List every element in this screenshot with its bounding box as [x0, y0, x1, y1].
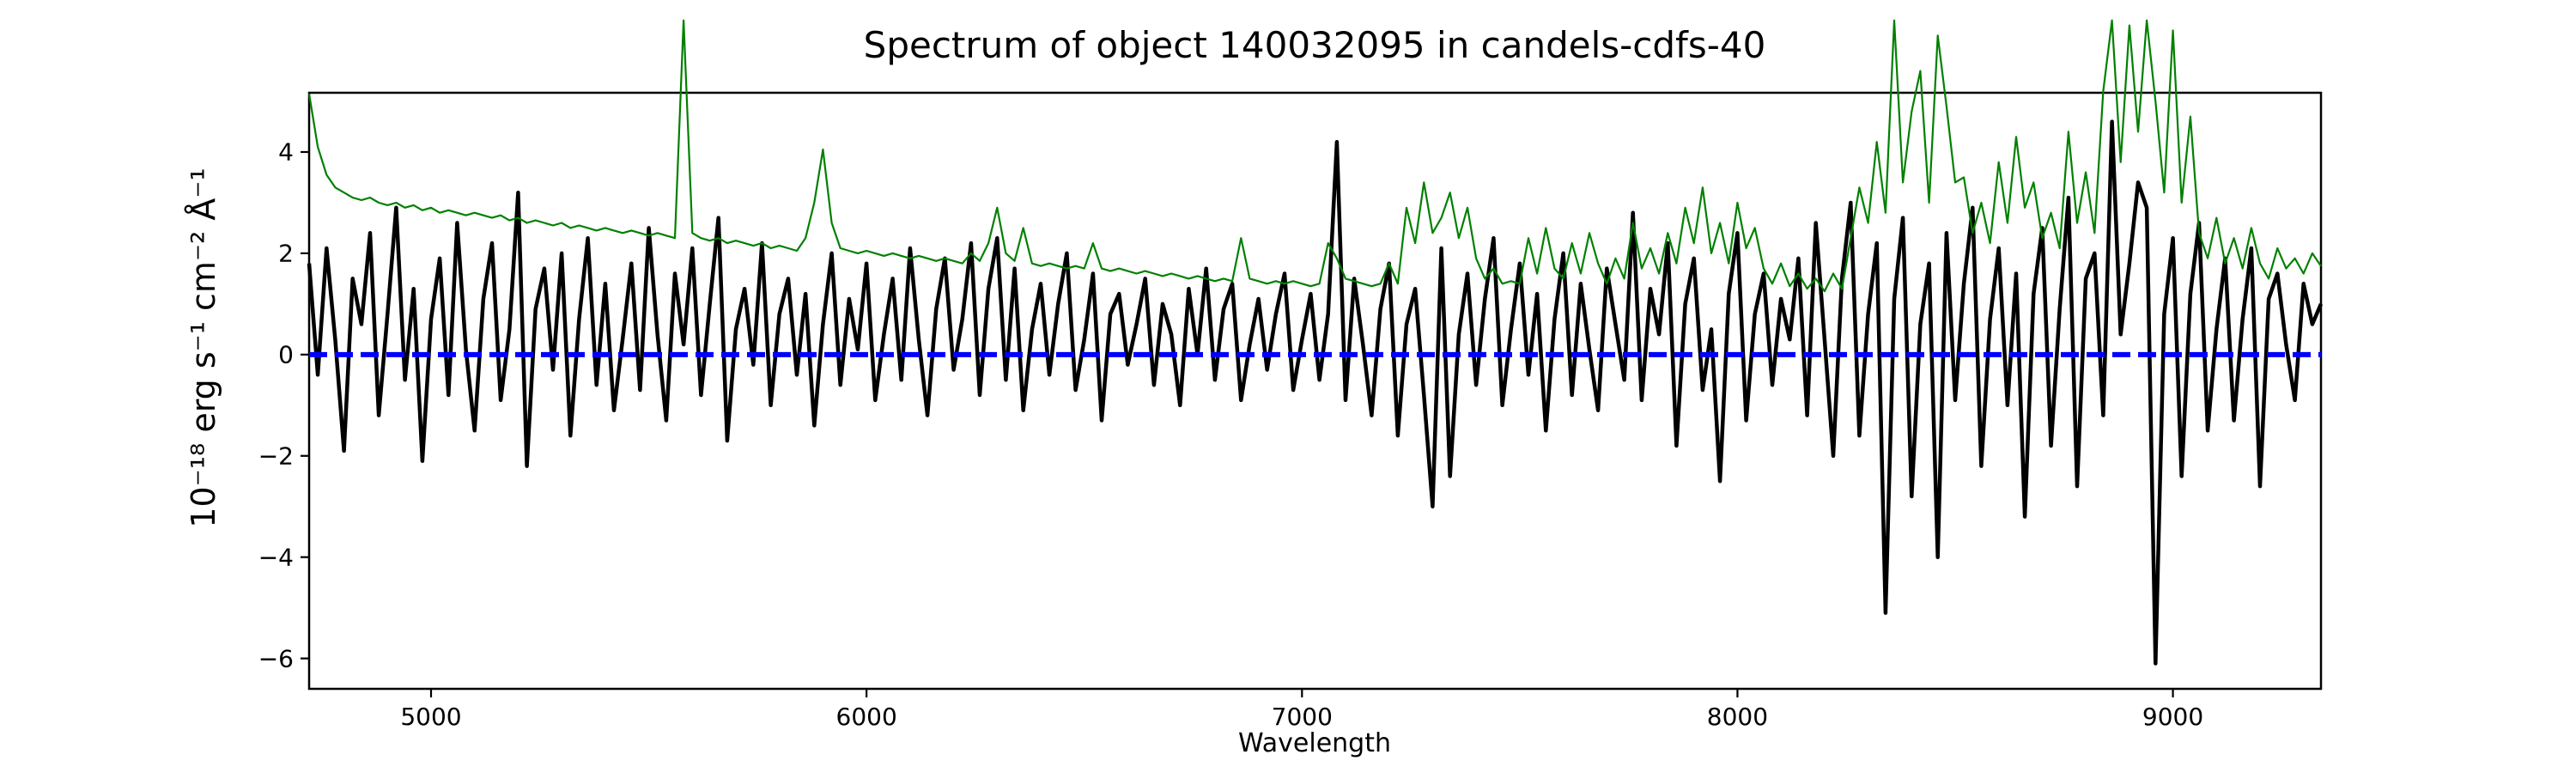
x-tick-label: 6000 [835, 703, 897, 731]
x-tick-label: 8000 [1706, 703, 1769, 731]
plot-title: Spectrum of object 140032095 in candels-… [863, 24, 1766, 66]
y-tick-label: 4 [278, 137, 294, 167]
y-tick-label: −6 [258, 644, 294, 673]
object-flux-spectrum [307, 119, 2324, 666]
x-axis-label: Wavelength [1238, 728, 1391, 758]
y-tick-label: −4 [258, 543, 294, 572]
series-layer [307, 19, 2324, 666]
ticks-layer [301, 150, 2174, 697]
x-tick-label: 9000 [2142, 703, 2204, 731]
sky-noise-spectrum [307, 19, 2322, 293]
x-tick-label: 5000 [400, 703, 462, 731]
axes-frame [307, 91, 2323, 691]
y-tick-label: 0 [278, 340, 294, 369]
y-tick-label: −2 [258, 441, 294, 471]
y-tick-label: 2 [278, 239, 294, 268]
y-axis-label: 10⁻¹⁸ erg s⁻¹ cm⁻² Å⁻¹ [185, 167, 222, 528]
x-tick-label: 7000 [1271, 703, 1333, 731]
